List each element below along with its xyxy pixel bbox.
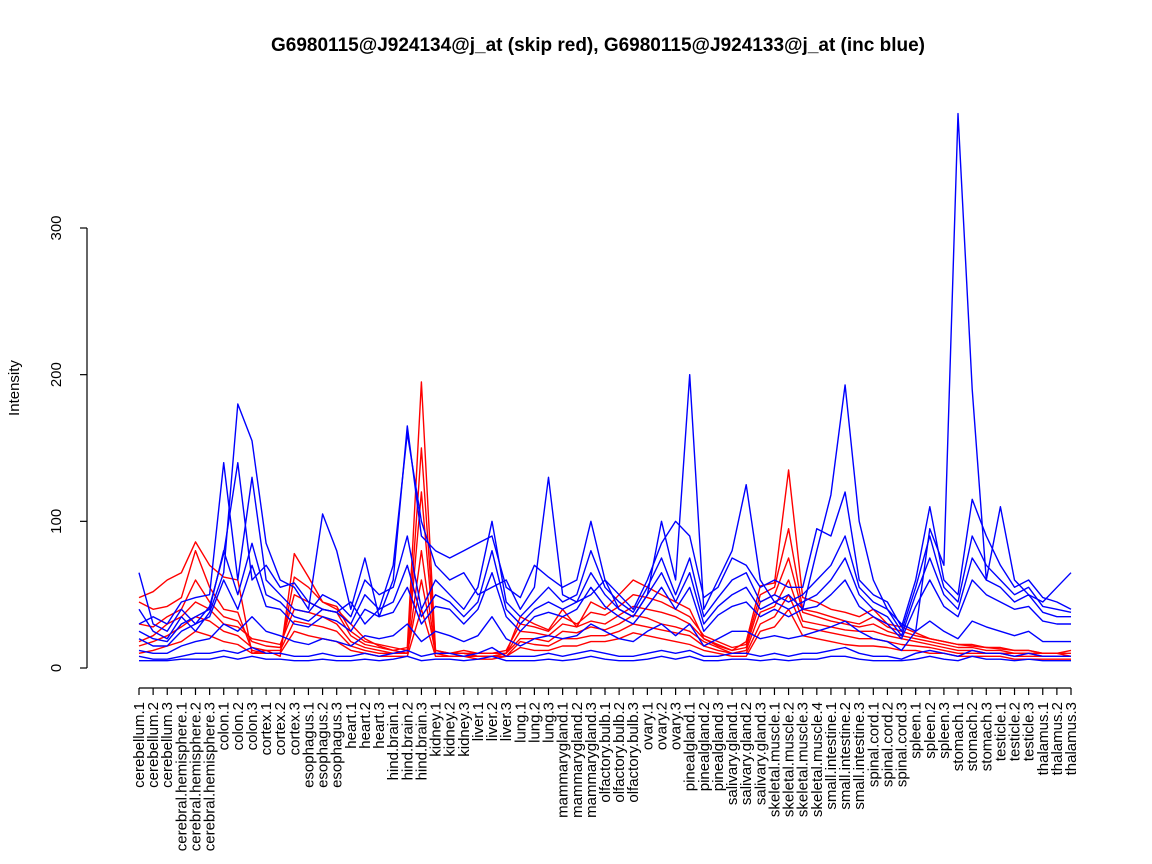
x-tick-label: small.intestine.1: [823, 702, 840, 810]
x-tick-label: colon.2: [230, 702, 247, 750]
y-tick-label: 100: [48, 509, 65, 534]
x-tick-label: spleen.1: [908, 702, 925, 759]
series-line-skip-3: [138, 491, 1072, 657]
series-line-inc-12: [138, 616, 1071, 654]
series-line-inc-7: [138, 112, 1072, 632]
x-tick-label: olfactory.bulb.2: [611, 702, 628, 803]
series-line-skip-6: [138, 608, 1071, 660]
x-tick-label: testicle.1: [992, 702, 1009, 761]
x-tick-label: testicle.3: [1021, 702, 1038, 761]
x-tick-label: ovary.1: [639, 702, 656, 750]
x-tick-label: heart.2: [357, 702, 374, 749]
x-tick-label: heart.3: [371, 702, 388, 749]
x-tick-label: mammarygland.3: [583, 702, 600, 818]
x-tick-label: cerebellum.3: [159, 702, 176, 788]
series-line-skip-4: [138, 550, 1071, 657]
x-tick-label: heart.1: [343, 702, 360, 749]
x-tick-label: lung.3: [541, 702, 558, 743]
x-tick-label: esophagus.1: [300, 702, 317, 788]
x-tick-label: mammarygland.2: [569, 702, 586, 818]
y-tick-label: 0: [48, 664, 65, 672]
x-tick-label: thalamus.2: [1049, 702, 1066, 775]
x-tick-label: lung.2: [526, 702, 543, 743]
series-line-inc-9: [138, 462, 1072, 632]
x-tick-label: olfactory.bulb.1: [597, 702, 614, 803]
x-tick-label: mammarygland.1: [555, 702, 572, 818]
x-tick-label: cortex.3: [286, 702, 303, 755]
series-line-inc-10: [138, 542, 1071, 643]
series-line-inc-13: [138, 646, 1071, 660]
x-tick-label: stomach.1: [950, 702, 967, 771]
x-tick-label: skeletal.muscle.1: [766, 702, 783, 817]
x-tick-label: cerebral.hemisphere.3: [202, 702, 219, 851]
x-tick-label: spinal.cord.2: [879, 702, 896, 787]
x-tick-label: kidney.2: [442, 702, 459, 757]
x-tick-label: small.intestine.3: [851, 702, 868, 810]
series-layer: [138, 112, 1072, 662]
x-tick-label: olfactory.bulb.3: [625, 702, 642, 803]
x-tick-label: stomach.2: [964, 702, 981, 771]
x-tick-label: hind.brain.1: [385, 702, 402, 780]
y-axis: 0 100 200 300: [48, 215, 88, 672]
series-line-skip-2: [138, 447, 1071, 654]
x-tick-label: cerebral.hemisphere.2: [187, 702, 204, 851]
y-axis-label: Intensity: [6, 360, 23, 416]
x-tick-label: esophagus.2: [315, 702, 332, 788]
x-tick-label: spinal.cord.1: [865, 702, 882, 787]
series-line-inc-8: [138, 403, 1072, 640]
chart-title: G6980115@J924134@j_at (skip red), G69801…: [271, 35, 925, 56]
x-tick-label: skeletal.muscle.2: [781, 702, 798, 817]
x-tick-label: stomach.3: [978, 702, 995, 771]
series-line-inc-14: [139, 655, 1071, 662]
x-tick-label: colon.1: [216, 702, 233, 750]
x-tick-label: salivary.gland.1: [724, 702, 741, 805]
x-tick-label: kidney.3: [456, 702, 473, 757]
x-tick-label: kidney.1: [428, 702, 445, 757]
series-line-skip-1: [138, 381, 1072, 657]
x-tick-label: cortex.1: [258, 702, 275, 755]
x-tick-label: thalamus.1: [1035, 702, 1052, 775]
x-tick-label: esophagus.3: [329, 702, 346, 788]
series-line-inc-11: [138, 564, 1071, 647]
y-tick-label: 200: [48, 362, 65, 387]
x-tick-label: pinealgland.3: [710, 702, 727, 791]
x-tick-label: pinealgland.2: [696, 702, 713, 791]
x-axis: cerebellum.1cerebellum.2cerebellum.3cere…: [131, 687, 1080, 851]
x-tick-label: small.intestine.2: [837, 702, 854, 810]
x-tick-label: testicle.2: [1007, 702, 1024, 761]
x-tick-label: spinal.cord.3: [894, 702, 911, 787]
x-tick-label: liver.1: [470, 702, 487, 741]
x-tick-label: skeletal.muscle.3: [795, 702, 812, 817]
x-tick-label: thalamus.3: [1063, 702, 1080, 775]
x-tick-label: hind.brain.3: [413, 702, 430, 780]
x-tick-label: salivary.gland.3: [752, 702, 769, 805]
x-tick-label: cerebellum.1: [131, 702, 148, 788]
x-tick-label: salivary.gland.2: [738, 702, 755, 805]
x-tick-label: hind.brain.2: [399, 702, 416, 780]
x-tick-label: cerebral.hemisphere.1: [173, 702, 190, 851]
x-tick-label: ovary.3: [668, 702, 685, 750]
x-tick-label: spleen.2: [922, 702, 939, 759]
y-tick-label: 300: [48, 215, 65, 240]
x-tick-label: lung.1: [512, 702, 529, 743]
x-tick-label: colon.3: [244, 702, 261, 750]
series-line-skip-5: [138, 579, 1071, 657]
x-tick-label: cortex.2: [272, 702, 289, 755]
x-tick-label: liver.3: [498, 702, 515, 741]
x-tick-label: spleen.3: [936, 702, 953, 759]
x-tick-label: pinealgland.1: [682, 702, 699, 791]
x-tick-label: cerebellum.2: [145, 702, 162, 788]
x-tick-label: ovary.2: [653, 702, 670, 750]
x-tick-label: liver.2: [484, 702, 501, 741]
x-tick-label: skeletal.muscle.4: [809, 702, 826, 817]
